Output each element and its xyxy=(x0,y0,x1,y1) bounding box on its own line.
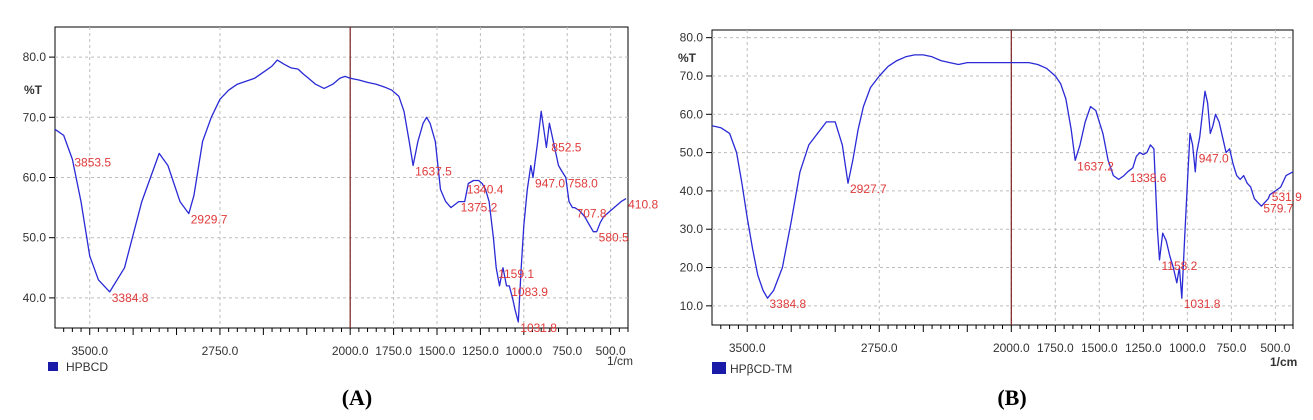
peak-label: 1338.6 xyxy=(1130,171,1167,185)
y-axis-label: %T xyxy=(24,83,43,97)
peak-label: 531.9 xyxy=(1272,190,1302,204)
y-tick-label: 30.0 xyxy=(680,222,704,236)
y-tick-label: 60.0 xyxy=(23,171,47,185)
x-tick-label: 1000.0 xyxy=(505,344,542,358)
peak-label: 3853.5 xyxy=(74,155,111,169)
y-tick-label: 20.0 xyxy=(680,261,704,275)
peak-annotations: 3384.8 2927.7 1637.2 1338.6 1158.2 1031.8 947.… xyxy=(769,152,1302,312)
series-line xyxy=(711,54,1294,299)
y-tick-label: 40.0 xyxy=(680,184,704,198)
peak-label: 758.0 xyxy=(568,177,598,191)
y-tick-label: 60.0 xyxy=(680,107,704,121)
y-tick-label: 50.0 xyxy=(680,146,704,160)
peak-label: 410.8 xyxy=(628,198,658,212)
x-tick-label: 750.0 xyxy=(552,344,582,358)
peak-label: 1031.8 xyxy=(520,321,557,335)
peak-label: 2927.7 xyxy=(850,182,887,196)
plot-area-frame xyxy=(711,29,1294,326)
peak-label: 1637.5 xyxy=(415,164,452,178)
y-tick-label: 10.0 xyxy=(680,299,704,313)
peak-label: 3384.8 xyxy=(769,297,806,311)
peak-annotations: 3853.5 3384.8 2929.7 1637.5 1375.2 1340.4 1159… xyxy=(74,140,658,335)
x-tick-label: 3500.0 xyxy=(729,341,766,355)
x-tick-label: 500.0 xyxy=(1260,341,1290,355)
chart-panel-a: 3500.0 2750.0 2000.0 1750.0 1500.0 1250.0 1000… xyxy=(23,26,658,410)
peak-label: 707.8 xyxy=(577,207,607,221)
y-tick-label: 70.0 xyxy=(680,69,704,83)
x-axis-unit-label: 1/cm xyxy=(607,354,633,368)
peak-label: 3384.8 xyxy=(112,291,149,305)
x-tick-label: 500.0 xyxy=(596,344,626,358)
chart-panel-b: 3500.0 2750.0 2000.0 1750.0 1500.0 1250.0 1000… xyxy=(678,29,1302,410)
x-tick-label: 2750.0 xyxy=(202,344,239,358)
peak-label: 1375.2 xyxy=(461,201,498,215)
legend-swatch xyxy=(712,362,726,374)
peak-label: 1159.1 xyxy=(498,267,534,281)
gridlines xyxy=(712,30,1293,325)
spectrum-series xyxy=(711,54,1294,299)
y-tick-label: 50.0 xyxy=(23,231,47,245)
peak-label: 1083.9 xyxy=(511,285,548,299)
y-axis-ticks: 40.0 50.0 60.0 70.0 80.0 xyxy=(23,50,55,305)
y-tick-label: 80.0 xyxy=(23,50,47,64)
peak-label: 1637.2 xyxy=(1077,159,1114,173)
x-axis-ticks: 3500.0 2750.0 2000.0 1750.0 1500.0 1250.0 1000… xyxy=(720,325,1294,355)
panel-label-a: (A) xyxy=(342,385,373,410)
peak-label: 1031.8 xyxy=(1184,297,1221,311)
peak-label: 1158.2 xyxy=(1162,259,1198,273)
y-axis-label: %T xyxy=(678,51,697,65)
x-tick-label: 1750.0 xyxy=(375,344,412,358)
x-tick-label: 3500.0 xyxy=(71,344,108,358)
x-tick-label: 1500.0 xyxy=(419,344,456,358)
peak-label: 947.0 xyxy=(535,177,565,191)
x-tick-label: 1250.0 xyxy=(462,344,499,358)
x-axis-unit-label: 1/cm xyxy=(1270,355,1297,369)
y-tick-label: 80.0 xyxy=(680,31,704,45)
peak-label: 1340.4 xyxy=(467,183,504,197)
y-tick-label: 70.0 xyxy=(23,110,47,124)
peak-label: 579.7 xyxy=(1263,201,1293,215)
series-line xyxy=(54,59,627,323)
legend-label: HPβCD-TM xyxy=(730,362,792,376)
peak-label: 947.0 xyxy=(1199,152,1229,166)
legend-label: HPBCD xyxy=(66,360,108,374)
x-axis-ticks: 3500.0 2750.0 2000.0 1750.0 1500.0 1250.0 1000… xyxy=(63,328,629,358)
x-tick-label: 2000.0 xyxy=(332,344,369,358)
x-tick-label: 1750.0 xyxy=(1037,341,1074,355)
panel-label-b: (B) xyxy=(997,385,1026,410)
x-tick-label: 1000.0 xyxy=(1169,341,1206,355)
peak-label: 2929.7 xyxy=(191,213,228,227)
peak-label: 852.5 xyxy=(551,140,581,154)
y-tick-label: 40.0 xyxy=(23,291,47,305)
x-tick-label: 1500.0 xyxy=(1081,341,1118,355)
y-axis-ticks: 10.0 20.0 30.0 40.0 50.0 60.0 70.0 80.0 xyxy=(680,31,712,313)
x-tick-label: 1250.0 xyxy=(1125,341,1162,355)
spectrum-series xyxy=(54,59,627,323)
peak-label: 580.5 xyxy=(599,231,629,245)
x-tick-label: 2750.0 xyxy=(861,341,898,355)
x-tick-label: 750.0 xyxy=(1216,341,1246,355)
legend-swatch xyxy=(48,362,58,371)
x-tick-label: 2000.0 xyxy=(993,341,1030,355)
